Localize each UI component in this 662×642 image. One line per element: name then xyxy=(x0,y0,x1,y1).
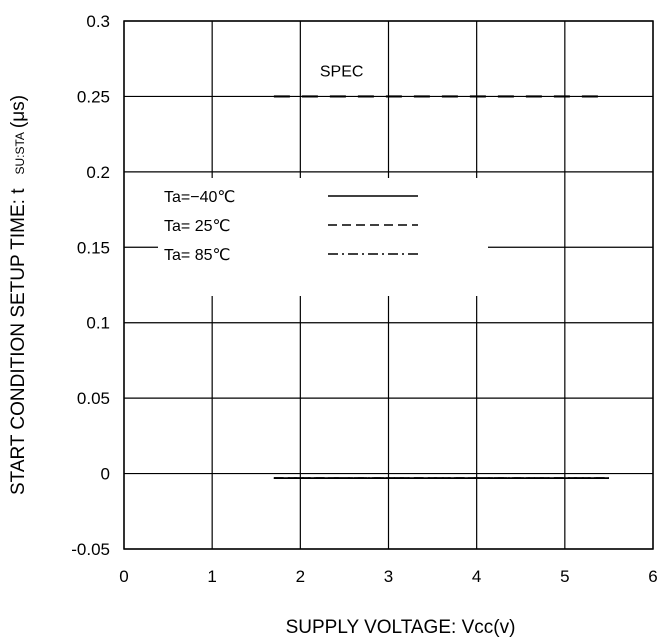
y-tick-label: 0.05 xyxy=(77,389,110,408)
legend-background xyxy=(158,178,488,296)
x-tick-label: 2 xyxy=(296,567,305,586)
x-tick-labels: 0 1 2 3 4 5 6 xyxy=(119,567,657,586)
spec-label: SPEC xyxy=(320,63,364,80)
legend: Ta=−40℃ Ta= 25℃ Ta= 85℃ xyxy=(164,189,418,264)
x-tick-label: 4 xyxy=(472,567,481,586)
x-tick-label: 3 xyxy=(384,567,393,586)
x-tick-label: 0 xyxy=(119,567,128,586)
legend-box xyxy=(158,178,488,296)
y-tick-label: -0.05 xyxy=(71,540,110,559)
y-axis-title-main: START CONDITION SETUP TIME: t xyxy=(8,188,29,495)
y-axis-title-subscript: SU:STA xyxy=(13,132,27,174)
legend-label: Ta= 85℃ xyxy=(164,247,230,264)
y-tick-label: 0.15 xyxy=(77,238,110,257)
legend-label: Ta= 25℃ xyxy=(164,218,230,235)
y-tick-label: 0.25 xyxy=(77,87,110,106)
y-tick-labels: -0.05 0 0.05 0.1 0.15 0.2 0.25 0.3 xyxy=(71,12,110,559)
series-lines xyxy=(273,95,609,479)
y-tick-label: 0.3 xyxy=(86,12,110,31)
y-axis-title-unit: (μs) xyxy=(8,95,29,128)
x-tick-label: 1 xyxy=(207,567,216,586)
y-tick-label: 0.2 xyxy=(86,163,110,182)
x-tick-label: 5 xyxy=(560,567,569,586)
legend-label: Ta=−40℃ xyxy=(164,189,235,206)
y-tick-label: 0.1 xyxy=(86,314,110,333)
y-axis-title: START CONDITION SETUP TIME: t SU:STA (μs) xyxy=(8,95,29,495)
plot-frame xyxy=(123,20,654,550)
x-tick-label: 6 xyxy=(648,567,657,586)
y-tick-label: 0 xyxy=(101,465,110,484)
x-axis-title: SUPPLY VOLTAGE: Vcc(v) xyxy=(286,617,516,638)
